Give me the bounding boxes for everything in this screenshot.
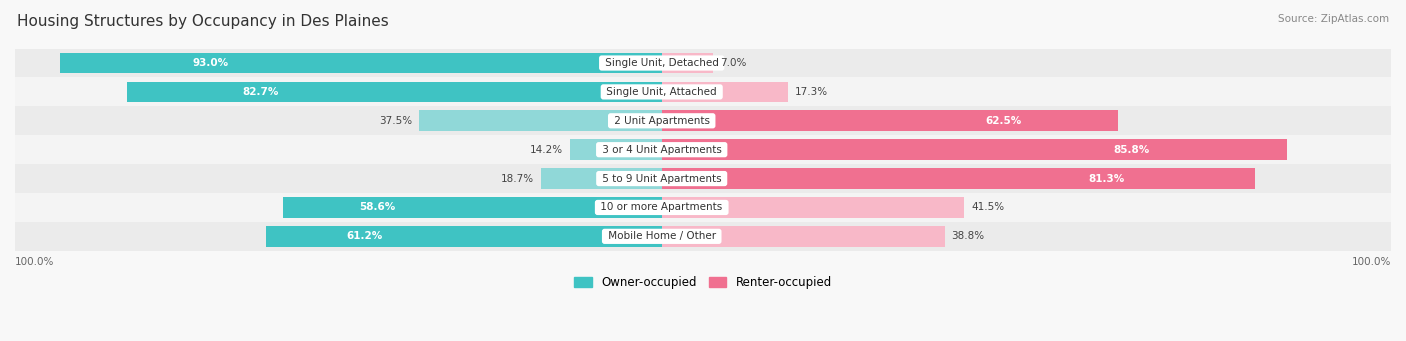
Text: 10 or more Apartments: 10 or more Apartments xyxy=(598,203,725,212)
Text: 38.8%: 38.8% xyxy=(952,231,984,241)
Text: Single Unit, Attached: Single Unit, Attached xyxy=(603,87,720,97)
Text: 100.0%: 100.0% xyxy=(15,257,55,267)
Bar xyxy=(662,139,1288,160)
Bar xyxy=(15,135,1391,164)
Bar xyxy=(662,110,1118,131)
Bar xyxy=(15,164,1391,193)
Text: Housing Structures by Occupancy in Des Plaines: Housing Structures by Occupancy in Des P… xyxy=(17,14,388,29)
Bar xyxy=(127,81,662,102)
Bar xyxy=(662,168,1254,189)
Bar xyxy=(15,106,1391,135)
Text: 41.5%: 41.5% xyxy=(972,203,1004,212)
Text: 14.2%: 14.2% xyxy=(530,145,562,155)
Legend: Owner-occupied, Renter-occupied: Owner-occupied, Renter-occupied xyxy=(569,271,837,294)
Bar xyxy=(15,77,1391,106)
Text: Single Unit, Detached: Single Unit, Detached xyxy=(602,58,721,68)
Bar xyxy=(662,226,945,247)
Text: 7.0%: 7.0% xyxy=(720,58,747,68)
Bar xyxy=(419,110,662,131)
Bar xyxy=(15,48,1391,77)
Bar xyxy=(662,53,713,73)
Bar xyxy=(541,168,662,189)
Bar xyxy=(266,226,662,247)
Text: 2 Unit Apartments: 2 Unit Apartments xyxy=(610,116,713,126)
Text: 17.3%: 17.3% xyxy=(794,87,828,97)
Text: Mobile Home / Other: Mobile Home / Other xyxy=(605,231,718,241)
Text: 93.0%: 93.0% xyxy=(193,58,229,68)
Text: 3 or 4 Unit Apartments: 3 or 4 Unit Apartments xyxy=(599,145,724,155)
Text: 61.2%: 61.2% xyxy=(347,231,382,241)
Bar xyxy=(60,53,662,73)
Bar xyxy=(662,81,787,102)
Bar xyxy=(569,139,662,160)
Text: 58.6%: 58.6% xyxy=(360,203,395,212)
Bar xyxy=(15,193,1391,222)
Text: Source: ZipAtlas.com: Source: ZipAtlas.com xyxy=(1278,14,1389,24)
Text: 62.5%: 62.5% xyxy=(986,116,1022,126)
Text: 5 to 9 Unit Apartments: 5 to 9 Unit Apartments xyxy=(599,174,724,183)
Text: 100.0%: 100.0% xyxy=(1351,257,1391,267)
Text: 82.7%: 82.7% xyxy=(242,87,278,97)
Bar xyxy=(283,197,662,218)
Bar xyxy=(15,222,1391,251)
Text: 37.5%: 37.5% xyxy=(380,116,412,126)
Bar xyxy=(662,197,965,218)
Text: 85.8%: 85.8% xyxy=(1114,145,1149,155)
Text: 81.3%: 81.3% xyxy=(1088,174,1125,183)
Text: 18.7%: 18.7% xyxy=(501,174,534,183)
